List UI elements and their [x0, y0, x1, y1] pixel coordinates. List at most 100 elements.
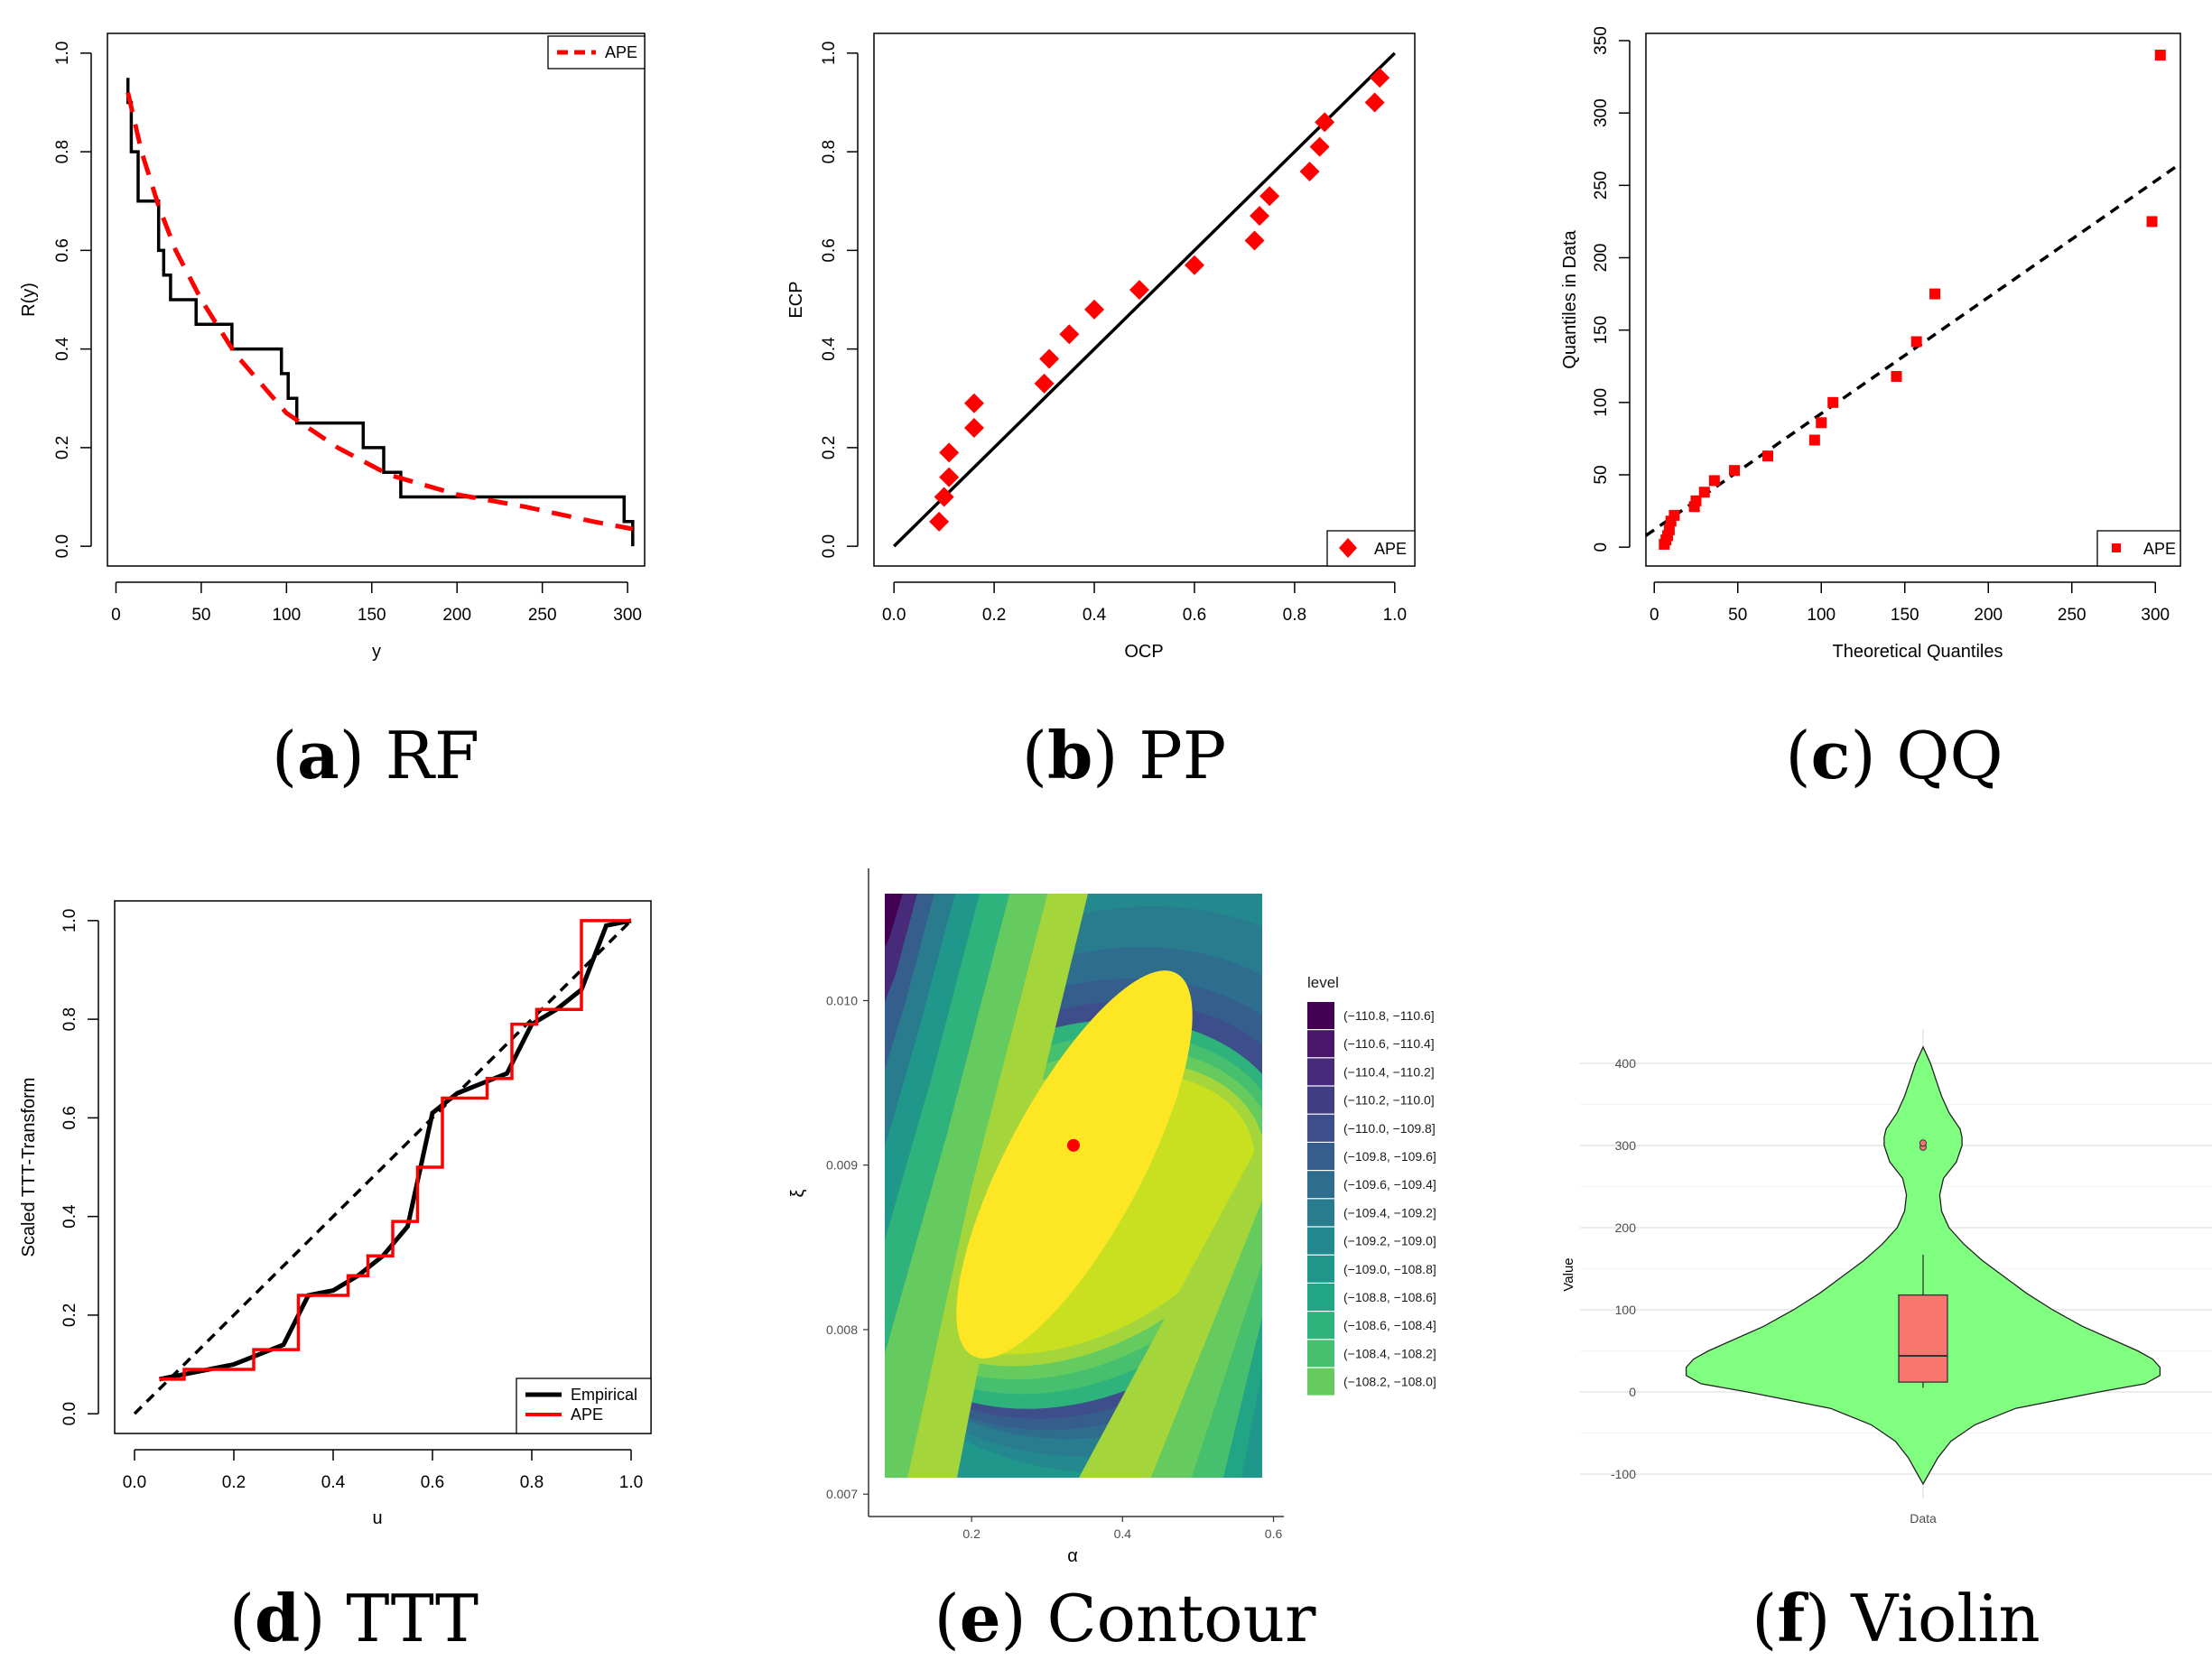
panel-rf: 0 50 100 150 200 250 300 0.0 0.2 0.4 0.6 0.8 1.0 y R…	[19, 32, 646, 793]
contour-legend-title: level	[1307, 974, 1339, 991]
contour-legend-swatch	[1307, 1058, 1334, 1086]
violin-y-tick-label: 0	[1629, 1385, 1636, 1399]
qq-caption-letter: c	[1811, 717, 1851, 793]
contour-stripe-2	[885, 894, 917, 1002]
contour-legend-swatch	[1307, 1143, 1334, 1170]
pp-point	[934, 487, 954, 507]
contour-x-label: α	[1067, 1546, 1078, 1566]
pp-point	[1250, 206, 1270, 227]
contour-legend-swatch	[1307, 1227, 1334, 1255]
pp-data-marks	[892, 51, 1397, 548]
violin-data-marks	[1685, 1045, 2161, 1486]
pp-point	[1129, 280, 1149, 301]
contour-legend-swatch	[1307, 1340, 1334, 1368]
panel-pp: 0.0 0.2 0.4 0.6 0.8 1.0 0.0 0.2 0.4 0.6 0.8 1.0 OCP…	[786, 32, 1416, 793]
rf-x-tick-label: 0	[111, 606, 121, 625]
ttt-caption-text: TTT	[346, 1581, 479, 1656]
ttt-x-tick-label: 0.6	[421, 1473, 444, 1492]
qq-y-tick-label: 350	[1592, 26, 1611, 55]
pp-reference-line	[892, 51, 1397, 548]
qq-y-tick-label: 0	[1592, 543, 1611, 552]
violin-caption: (f) Violin	[1752, 1580, 2040, 1656]
qq-x-label: Theoretical Quantiles	[1833, 642, 2003, 662]
ttt-x-tick-label: 0.8	[520, 1473, 544, 1492]
ttt-caption: (d) TTT	[229, 1580, 479, 1656]
contour-legend-swatch	[1307, 1086, 1334, 1114]
pp-y-tick-label: 0.0	[820, 534, 839, 558]
contour-legend-swatch	[1307, 1114, 1334, 1142]
contour-y-tick-label: 0.007	[826, 1487, 858, 1501]
qq-legend: APE	[2096, 530, 2181, 567]
ttt-y-label: Scaled TTT-Transform	[19, 1078, 39, 1257]
pp-x-tick-label: 0.2	[982, 606, 1006, 625]
contour-peak-region	[956, 970, 1193, 1359]
violin-y-tick-label: 400	[1615, 1056, 1637, 1071]
contour-legend-label: (−108.8, −108.6]	[1343, 1290, 1436, 1304]
contour-y-label: ξ	[788, 1189, 808, 1197]
contour-legend-swatch	[1307, 1255, 1334, 1283]
panel-ttt: 0.0 0.2 0.4 0.6 0.8 1.0 0.0 0.2 0.4 0.6 0.8 1.0 u S…	[19, 900, 652, 1656]
contour-legend-label: (−110.6, −110.4]	[1343, 1036, 1435, 1051]
rf-x-tick-label: 100	[272, 606, 301, 625]
qq-caption: (c) QQ	[1786, 717, 2003, 793]
contour-stripe-6	[885, 894, 1009, 1354]
rf-x-tick-label: 300	[613, 606, 642, 625]
ttt-x-tick-label: 0.2	[222, 1473, 246, 1492]
contour-legend-label: (−109.6, −109.4]	[1343, 1177, 1436, 1192]
pp-point	[929, 511, 950, 532]
rf-y-tick-label: 0.0	[53, 534, 72, 558]
rf-caption: (a) RF	[272, 717, 479, 793]
qq-point	[1668, 509, 1680, 521]
contour-rstripe-2	[1151, 1201, 1262, 1478]
pp-point	[1299, 161, 1320, 181]
pp-point	[939, 442, 960, 463]
contour-legend-label: (−108.2, −108.0]	[1343, 1375, 1436, 1389]
pp-x-tick-label: 1.0	[1383, 606, 1407, 625]
contour-legend-swatch	[1307, 1368, 1334, 1396]
qq-point	[1690, 495, 1702, 506]
ttt-y-tick-label: 0.2	[60, 1303, 79, 1327]
violin-y-label: Value	[1561, 1257, 1576, 1291]
rf-x-label: y	[372, 642, 381, 662]
pp-point	[963, 393, 984, 413]
qq-point	[1663, 524, 1675, 535]
violin-axis-ticks: -100 0 100 200 300 400	[1611, 1056, 1636, 1481]
ttt-x-label: u	[372, 1508, 382, 1528]
pp-y-label: ECP	[786, 281, 806, 318]
ttt-legend-label-empirical: Empirical	[571, 1386, 637, 1404]
contour-stripe-5	[885, 894, 980, 1241]
contour-stripe-3	[885, 894, 934, 1070]
ttt-legend-box	[516, 1378, 652, 1434]
pp-y-tick-label: 0.8	[820, 140, 839, 163]
rf-x-tick-label: 50	[191, 606, 210, 625]
pp-y-tick-label: 0.2	[820, 436, 839, 459]
pp-x-tick-label: 0.6	[1183, 606, 1206, 625]
qq-point	[1929, 288, 1941, 300]
contour-legend-swatch	[1307, 1002, 1334, 1029]
ttt-legend: Empirical APE	[516, 1378, 652, 1434]
qq-point	[1910, 336, 1922, 348]
rf-y-tick-label: 0.8	[53, 140, 72, 163]
violin-caption-letter: f	[1777, 1580, 1808, 1656]
qq-axis-ticks: 0 50 100 150 200 250 300 0 50 100 150 200 250 300 350	[1592, 26, 2170, 625]
ttt-y-tick-label: 0.4	[60, 1204, 79, 1229]
qq-data-marks	[1645, 50, 2181, 550]
ttt-ape-step-line	[159, 919, 631, 1381]
pp-caption-text: PP	[1139, 718, 1226, 793]
pp-axis-ticks: 0.0 0.2 0.4 0.6 0.8 1.0 0.0 0.2 0.4 0.6 0.8 1.0	[820, 42, 1407, 625]
ttt-y-tick-label: 0.8	[60, 1007, 79, 1031]
pp-x-tick-label: 0.0	[882, 606, 906, 625]
rf-ape-dashed-curve	[125, 92, 634, 532]
ttt-plot-frame	[114, 900, 652, 1434]
rf-x-tick-label: 150	[358, 606, 386, 625]
qq-x-tick-label: 300	[2141, 606, 2170, 625]
qq-legend-box	[2096, 530, 2181, 567]
violin-box	[1898, 1294, 1948, 1383]
contour-legend: level (−110.8, −110.6] (−110.6, −110.4] (−…	[1307, 974, 1436, 1396]
contour-y-tick-label: 0.008	[826, 1322, 858, 1337]
violin-y-tick-label: 200	[1615, 1220, 1637, 1235]
qq-point	[1762, 450, 1774, 462]
qq-point	[1708, 475, 1720, 487]
pp-x-label: OCP	[1124, 642, 1163, 662]
rf-y-tick-label: 0.2	[53, 436, 72, 459]
